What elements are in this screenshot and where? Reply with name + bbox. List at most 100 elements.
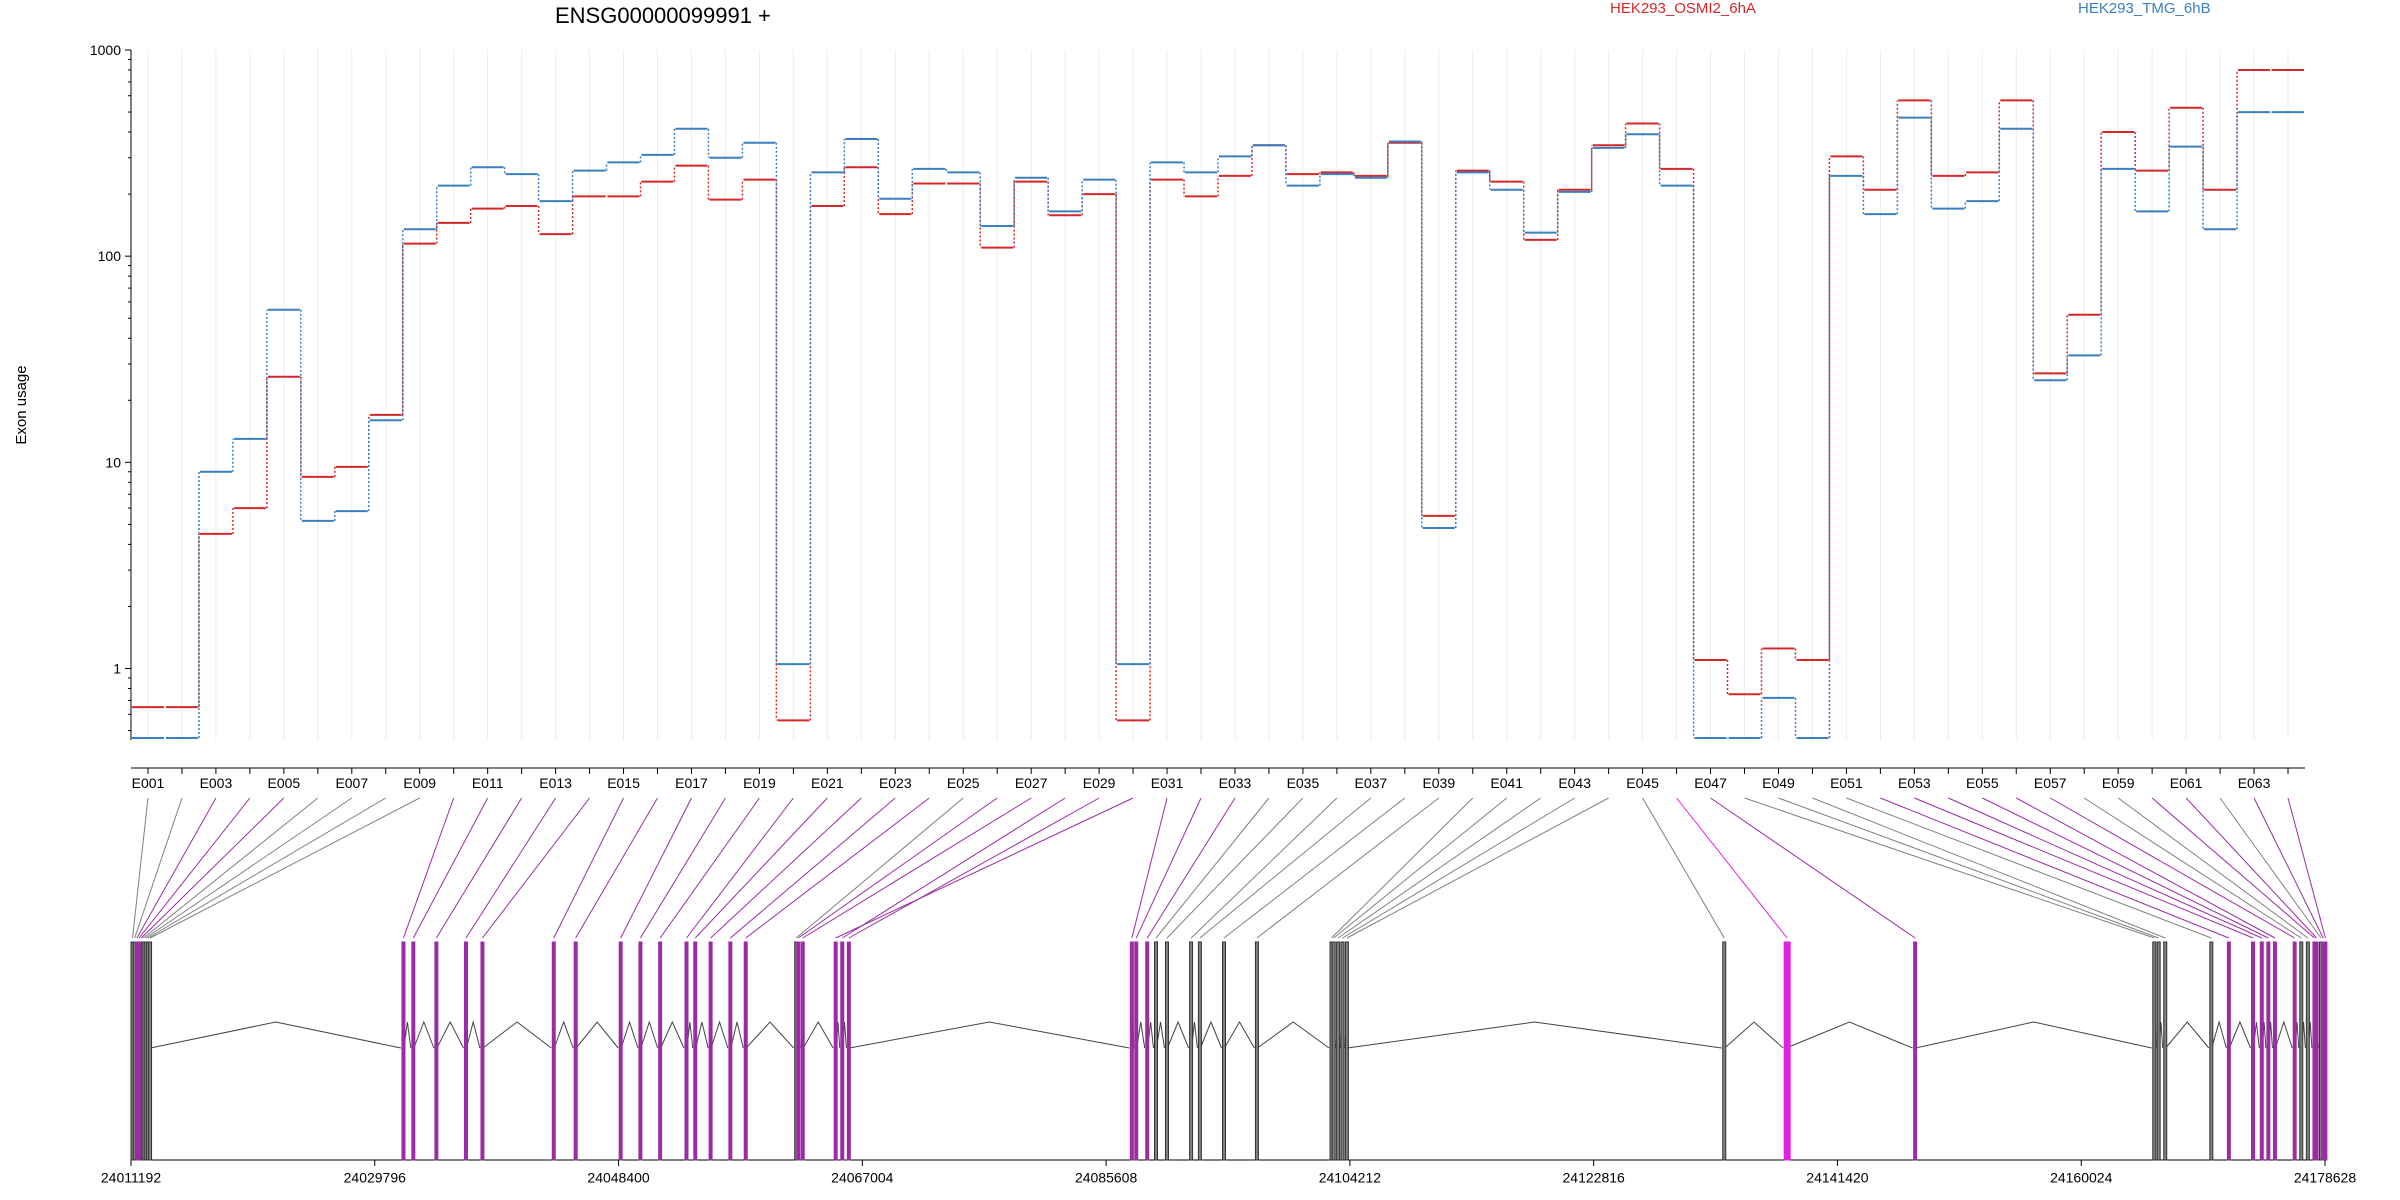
x-tick-label: E049: [1762, 775, 1795, 791]
exon-connector: [1914, 797, 2254, 939]
exon-connector: [639, 797, 726, 939]
exon-connector: [1744, 797, 2155, 939]
exon-box: [743, 941, 748, 1161]
intron-arc: [730, 1021, 744, 1049]
legend-entry-osmi2: HEK293_OSMI2_6hA: [1610, 0, 1756, 17]
genomic-tick-label: 24160024: [2050, 1169, 2113, 1185]
intron-arc: [745, 1021, 795, 1049]
x-tick-label: E001: [132, 775, 165, 791]
exon-connector: [1146, 797, 1236, 939]
exon-box: [2323, 941, 2328, 1161]
plot-axes: [130, 50, 2305, 769]
exon-box: [2209, 941, 2214, 1161]
intron-arc: [710, 1020, 729, 1049]
x-tick-label: E045: [1626, 775, 1659, 791]
exon-connector: [140, 797, 285, 939]
exon-connector: [694, 797, 828, 939]
exon-connector: [659, 797, 760, 939]
exon-connector: [2185, 797, 2317, 939]
exon-box: [1134, 941, 1139, 1161]
exon-connector: [132, 797, 149, 939]
exon-connector: [835, 797, 1134, 939]
gridlines: [147, 50, 2289, 740]
exon-connector: [412, 797, 489, 939]
exon-box: [2163, 941, 2168, 1161]
exon-connector: [145, 797, 353, 939]
exon-box: [708, 941, 713, 1161]
exon-connector: [841, 797, 1066, 939]
exon-box: [1254, 941, 1259, 1161]
exon-connector: [1642, 797, 1725, 939]
x-tick-label: E017: [675, 775, 708, 791]
x-tick-label: E059: [2102, 775, 2135, 791]
exon-box: [1129, 941, 1134, 1161]
exon-box: [463, 941, 468, 1161]
exon-box: [2299, 941, 2304, 1161]
x-tick-label: E055: [1966, 775, 1999, 791]
exon-connector: [147, 797, 387, 939]
intron-arc: [436, 1020, 464, 1049]
exon-connector: [1190, 797, 1338, 939]
exon-box: [1336, 941, 1341, 1161]
exon-box: [434, 941, 439, 1161]
intron-arc: [660, 1020, 685, 1049]
exon-box: [1154, 941, 1159, 1161]
exon-connector: [1346, 797, 1609, 939]
x-tick-label: E041: [1490, 775, 1523, 791]
intron-arc: [2165, 1021, 2210, 1049]
exon-connector: [2083, 797, 2302, 939]
exon-connector: [1166, 797, 1304, 939]
x-axis-ticks: E001 E003 E005 E007 E009 E011 E013 E015 E017 E019…: [132, 768, 2289, 791]
y-axis-ticks: 1 10 100 1000: [90, 42, 131, 732]
intron-arc: [2228, 1020, 2251, 1049]
genomic-tick-label: 24178628: [2294, 1169, 2357, 1185]
exon-box: [846, 941, 851, 1161]
exon-box: [1222, 941, 1227, 1161]
genomic-tick-label: 24085608: [1075, 1169, 1138, 1185]
exon-box: [1344, 941, 1349, 1161]
intron-arc: [1167, 1020, 1190, 1049]
exon-box: [411, 941, 416, 1161]
exon-box: [401, 941, 406, 1161]
exon-box: [2251, 941, 2256, 1161]
x-tick-label: E025: [947, 775, 980, 791]
x-tick-label: E057: [2034, 775, 2067, 791]
intron-arc: [640, 1020, 659, 1049]
exon-box: [1331, 941, 1336, 1161]
exon-connector: [1131, 797, 1168, 939]
exon-box: [2314, 941, 2319, 1161]
x-tick-label: E005: [268, 775, 301, 791]
exon-connector: [1135, 797, 1202, 939]
exon-connector: [795, 797, 964, 939]
intron-arc: [150, 1021, 402, 1049]
intron-arc: [575, 1021, 619, 1049]
intron-arc: [849, 1021, 1130, 1049]
exon-connector: [2287, 797, 2326, 939]
exon-box: [1197, 941, 1202, 1161]
x-tick-label: E029: [1083, 775, 1116, 791]
exon-box: [2272, 941, 2277, 1161]
chart-title: ENSG00000099991 +: [555, 3, 771, 28]
exon-box: [658, 941, 663, 1161]
exon-connector: [802, 797, 1032, 939]
x-tick-label: E023: [879, 775, 912, 791]
intron-arc: [2274, 1020, 2293, 1049]
x-tick-label: E031: [1151, 775, 1184, 791]
x-tick-label: E021: [811, 775, 844, 791]
x-tick-label: E061: [2170, 775, 2203, 791]
exon-box: [2152, 941, 2157, 1161]
exon-connector: [138, 797, 251, 939]
exon-connector: [1812, 797, 2166, 939]
exon-box: [800, 941, 805, 1161]
x-tick-label: E019: [743, 775, 776, 791]
intron-arc: [413, 1020, 435, 1049]
exon-box: [2292, 941, 2297, 1161]
exon-connector: [1778, 797, 2159, 939]
x-tick-label: E011: [472, 775, 504, 791]
exon-connector: [482, 797, 590, 939]
intron-arc: [1347, 1021, 1722, 1049]
x-tick-label: E009: [403, 775, 436, 791]
intron-arc: [1224, 1020, 1255, 1049]
gene-model: [130, 941, 2328, 1161]
intron-arc: [1915, 1021, 2152, 1049]
